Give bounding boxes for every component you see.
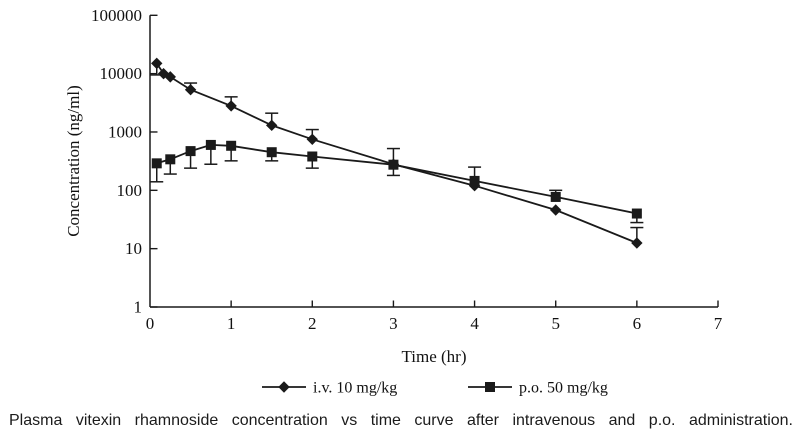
y-axis-tick-label: 10000: [100, 64, 143, 83]
data-point-marker-square: [469, 175, 480, 186]
figure-caption: Plasma vitexin rhamnoside concentration …: [9, 412, 793, 429]
data-point-marker-diamond: [151, 57, 163, 70]
y-axis-tick-label: 100: [117, 181, 143, 200]
data-point-marker-square: [205, 139, 216, 150]
data-point-marker-diamond: [225, 100, 237, 112]
x-axis-tick-label: 3: [389, 314, 398, 333]
legend-marker-diamond: [278, 381, 290, 393]
series-line-diamond: [155, 62, 638, 244]
x-axis-title: Time (hr): [401, 347, 466, 366]
series-line-square: [156, 143, 638, 215]
x-axis-tick-label: 7: [714, 314, 723, 333]
data-point-marker-square: [550, 191, 561, 202]
data-point-marker-square: [266, 147, 277, 158]
y-axis-tick-label: 10: [125, 239, 142, 258]
data-point-marker-square: [151, 158, 162, 169]
y-axis-title: Concentration (ng/ml): [64, 85, 83, 237]
data-point-marker-diamond: [266, 119, 278, 132]
data-point-marker-diamond: [306, 133, 318, 145]
data-point-marker-square: [388, 159, 399, 170]
data-point-marker-square: [165, 154, 176, 165]
x-axis-tick-label: 1: [227, 314, 236, 333]
data-point-marker-square: [307, 151, 318, 162]
x-axis-tick-label: 0: [146, 314, 155, 333]
x-axis-tick-label: 5: [551, 314, 560, 333]
y-axis-tick-label: 100000: [91, 6, 142, 25]
data-point-marker-diamond: [184, 84, 197, 96]
y-axis-tick-label: 1000: [108, 122, 142, 141]
data-point-marker-diamond: [164, 71, 176, 83]
x-axis-tick-label: 4: [470, 314, 479, 333]
legend-label: p.o. 50 mg/kg: [519, 380, 608, 397]
y-axis-tick-label: 1: [134, 298, 143, 317]
data-point-marker-diamond: [631, 237, 643, 249]
x-axis-tick-label: 6: [633, 314, 642, 333]
x-axis-tick-label: 2: [308, 314, 317, 333]
data-point-marker-square: [631, 208, 642, 219]
data-point-marker-diamond: [550, 204, 562, 216]
legend-marker-square: [485, 382, 495, 392]
data-point-marker-square: [185, 146, 196, 157]
legend-label: i.v. 10 mg/kg: [313, 380, 397, 397]
data-point-marker-square: [226, 140, 237, 151]
